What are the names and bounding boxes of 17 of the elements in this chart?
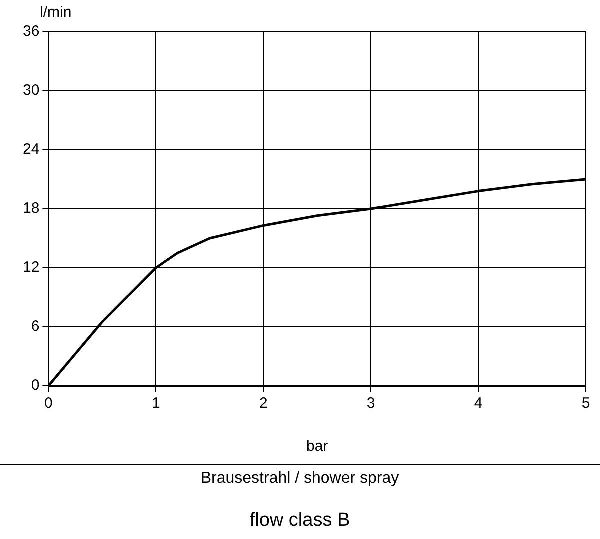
y-tick-label: 18 [22,200,40,218]
x-tick-label: 2 [259,395,268,412]
y-tick-label: 6 [31,318,40,336]
x-tick-label: 3 [366,395,376,412]
y-tick-label: 12 [22,259,40,276]
y-tick-label: 0 [31,377,40,394]
x-axis-title: bar [306,438,328,456]
x-tick-label: 5 [582,395,590,412]
y-tick-label: 24 [22,141,40,158]
y-tick-label: 36 [22,23,40,40]
x-tick-label: 4 [474,395,483,412]
x-tick-label: 1 [152,395,160,412]
x-tick-label: 0 [44,395,53,412]
y-axis-title: l/min [40,4,72,21]
text: flow class B [248,510,352,532]
y-tick-label: 30 [22,82,40,100]
text: Brausestrahl / shower spray [200,470,400,488]
